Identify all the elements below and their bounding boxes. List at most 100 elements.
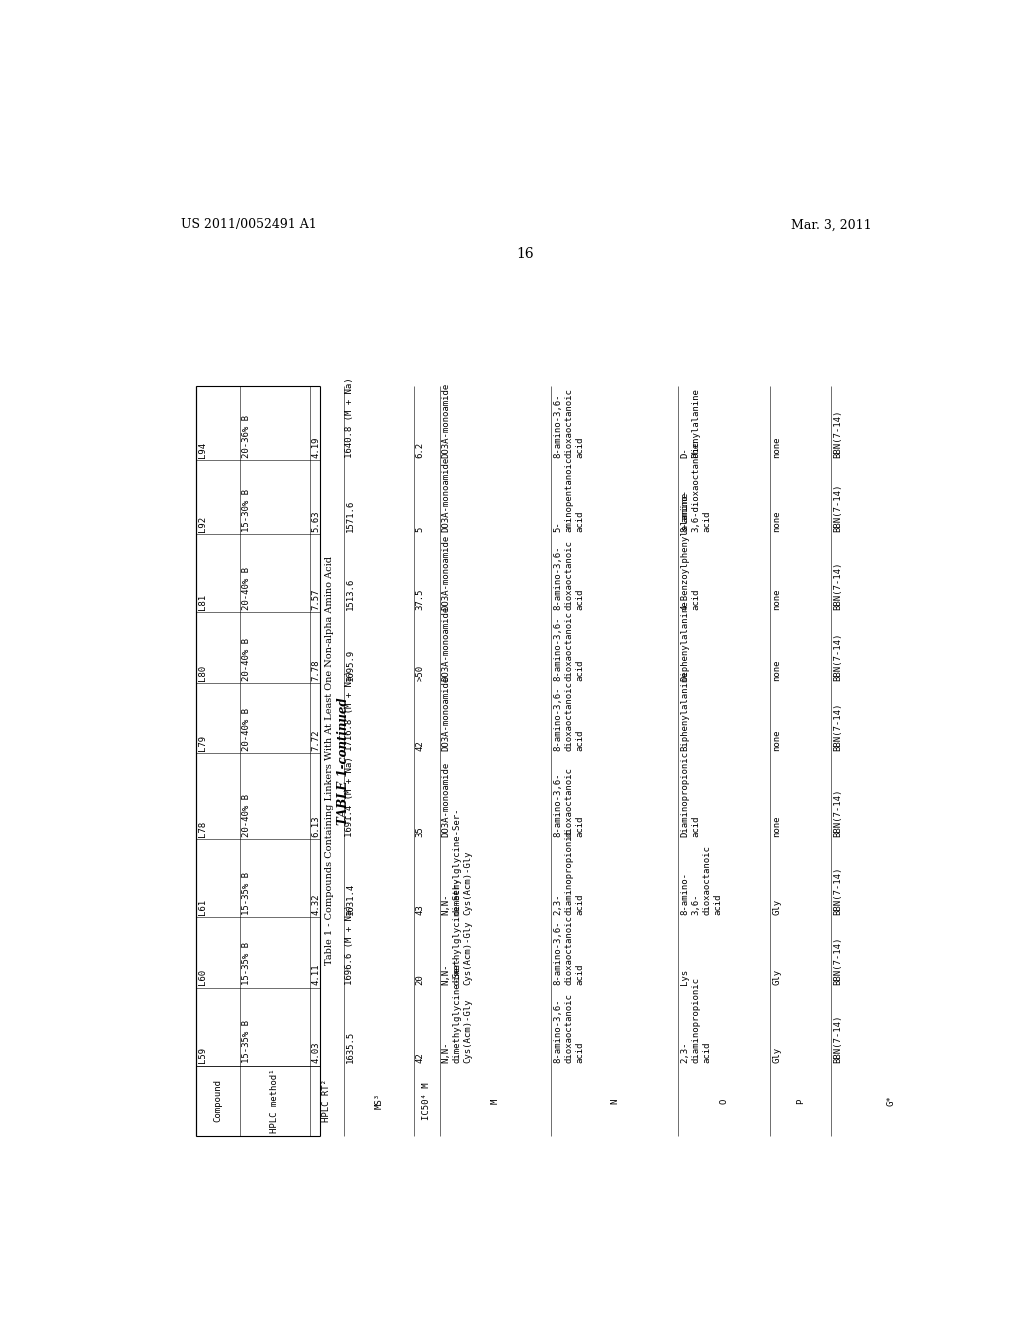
Text: 37.5: 37.5	[416, 589, 425, 610]
Text: Diaminopropionic
acid: Diaminopropionic acid	[680, 751, 700, 837]
Text: 8-amino-
3,6-
dioxaoctanoic
acid: 8-amino- 3,6- dioxaoctanoic acid	[680, 845, 723, 915]
Text: BBN(7-14): BBN(7-14)	[833, 1015, 842, 1064]
Text: 20-40% B: 20-40% B	[242, 793, 251, 837]
Text: 1635.5: 1635.5	[345, 1031, 354, 1064]
Text: Gly: Gly	[772, 969, 781, 985]
Text: 35: 35	[416, 826, 425, 837]
Text: 20-40% B: 20-40% B	[242, 638, 251, 681]
Text: HPLC method¹: HPLC method¹	[270, 1069, 280, 1134]
Text: 7.78: 7.78	[311, 659, 321, 681]
Text: DO3A-monoamide: DO3A-monoamide	[441, 535, 451, 610]
Text: BBN(7-14): BBN(7-14)	[833, 632, 842, 681]
Text: Biphenylalanine: Biphenylalanine	[680, 671, 689, 751]
Text: 4.32: 4.32	[311, 894, 321, 915]
Text: 8-amino-3,6-
dioxaoctanoic
acid: 8-amino-3,6- dioxaoctanoic acid	[553, 767, 585, 837]
Text: P: P	[797, 1098, 805, 1104]
Text: L59: L59	[198, 1047, 207, 1064]
Text: 15-35% B: 15-35% B	[242, 942, 251, 985]
Text: TABLE 1-continued: TABLE 1-continued	[337, 697, 349, 825]
Text: L79: L79	[198, 735, 207, 751]
Text: Table 1 - Compounds Containing Linkers With At Least One Non-alpha Amino Acid: Table 1 - Compounds Containing Linkers W…	[326, 557, 334, 965]
Text: N,N-
dimethylglycine-Ser-
Cys(Acm)-Gly: N,N- dimethylglycine-Ser- Cys(Acm)-Gly	[441, 878, 473, 985]
Text: 8-amino-3,6-
dioxaoctanoic
acid: 8-amino-3,6- dioxaoctanoic acid	[553, 540, 585, 610]
Text: DO3A-monoamide: DO3A-monoamide	[441, 457, 451, 532]
Text: 2,3-
diaminopropionic
acid: 2,3- diaminopropionic acid	[680, 977, 712, 1064]
Text: 42: 42	[416, 1052, 425, 1064]
Text: 1631.4: 1631.4	[345, 883, 354, 915]
Text: DO3A-monoamide: DO3A-monoamide	[441, 676, 451, 751]
Text: 8-amino-3,6-
dioxaoctanoic
acid: 8-amino-3,6- dioxaoctanoic acid	[553, 611, 585, 681]
Text: L81: L81	[198, 594, 207, 610]
Text: N,N-
dimethylglycine-Ser-
Cys(Acm)-Gly: N,N- dimethylglycine-Ser- Cys(Acm)-Gly	[441, 808, 473, 915]
Text: 8-amino-
3,6-dioxaoctanoic
acid: 8-amino- 3,6-dioxaoctanoic acid	[680, 441, 712, 532]
Text: DO3A-monoamide: DO3A-monoamide	[441, 606, 451, 681]
Text: BBN(7-14): BBN(7-14)	[833, 561, 842, 610]
Text: BBN(7-14): BBN(7-14)	[833, 409, 842, 458]
Text: none: none	[772, 436, 781, 458]
Text: L80: L80	[198, 664, 207, 681]
Text: none: none	[772, 511, 781, 532]
Text: 1691.4 (M + Na): 1691.4 (M + Na)	[345, 756, 354, 837]
Text: 43: 43	[416, 904, 425, 915]
Text: BBN(7-14): BBN(7-14)	[833, 483, 842, 532]
Text: Lys: Lys	[680, 969, 689, 985]
Text: 8-amino-3,6-
dioxaoctanoic
acid: 8-amino-3,6- dioxaoctanoic acid	[553, 916, 585, 985]
Text: none: none	[772, 659, 781, 681]
Text: N,N-
dimethylglycine-Ser-
Cys(Acm)-Gly: N,N- dimethylglycine-Ser- Cys(Acm)-Gly	[441, 956, 473, 1064]
Text: 20: 20	[416, 974, 425, 985]
Text: Gly: Gly	[772, 899, 781, 915]
Text: BBN(7-14): BBN(7-14)	[833, 937, 842, 985]
Text: 8-amino-3,6-
dioxaoctanoic
acid: 8-amino-3,6- dioxaoctanoic acid	[553, 994, 585, 1064]
Text: Diphenylalanine: Diphenylalanine	[680, 601, 689, 681]
Text: none: none	[772, 816, 781, 837]
Text: Gly: Gly	[772, 1047, 781, 1064]
Text: 42: 42	[416, 741, 425, 751]
Text: BBN(7-14): BBN(7-14)	[833, 788, 842, 837]
Text: 6.13: 6.13	[311, 816, 321, 837]
Text: BBN(7-14): BBN(7-14)	[833, 702, 842, 751]
Text: >50: >50	[416, 664, 425, 681]
Text: 20-40% B: 20-40% B	[242, 709, 251, 751]
Text: DO3A-monoamide: DO3A-monoamide	[441, 762, 451, 837]
Text: 4-Benzoylphenylalanine
acid: 4-Benzoylphenylalanine acid	[680, 492, 700, 610]
Text: 16: 16	[516, 247, 534, 261]
Text: 20-40% B: 20-40% B	[242, 568, 251, 610]
Text: 5-
aminopentanoic
acid: 5- aminopentanoic acid	[553, 457, 585, 532]
Text: BBN(7-14): BBN(7-14)	[833, 866, 842, 915]
Text: 1513.6: 1513.6	[345, 578, 354, 610]
Text: L78: L78	[198, 821, 207, 837]
Text: 1640.8 (M + Na): 1640.8 (M + Na)	[345, 378, 354, 458]
Text: L92: L92	[198, 516, 207, 532]
Text: L60: L60	[198, 969, 207, 985]
Text: 6.2: 6.2	[416, 441, 425, 458]
Text: N: N	[610, 1098, 620, 1104]
Text: 7.72: 7.72	[311, 730, 321, 751]
Text: HPLC RT²: HPLC RT²	[322, 1080, 331, 1122]
Text: DO3A-monoamide: DO3A-monoamide	[441, 383, 451, 458]
Text: none: none	[772, 589, 781, 610]
Text: MS³: MS³	[374, 1093, 383, 1109]
Text: 8-amino-3,6-
dioxaoctanoic
acid: 8-amino-3,6- dioxaoctanoic acid	[553, 388, 585, 458]
Text: L61: L61	[198, 899, 207, 915]
Text: 7.57: 7.57	[311, 589, 321, 610]
Text: 1695.9: 1695.9	[345, 648, 354, 681]
Text: 4.19: 4.19	[311, 436, 321, 458]
Text: 15-30% B: 15-30% B	[242, 488, 251, 532]
Text: Compound: Compound	[214, 1080, 222, 1122]
Text: Mar. 3, 2011: Mar. 3, 2011	[792, 218, 872, 231]
Text: 1716.8 (M + Na): 1716.8 (M + Na)	[345, 671, 354, 751]
Text: 5.63: 5.63	[311, 511, 321, 532]
Text: O: O	[720, 1098, 729, 1104]
Text: 5: 5	[416, 527, 425, 532]
Text: D-
Phenylalanine: D- Phenylalanine	[680, 388, 700, 458]
Text: 4.11: 4.11	[311, 964, 321, 985]
Text: 4.03: 4.03	[311, 1041, 321, 1064]
Text: 20-36% B: 20-36% B	[242, 414, 251, 458]
Text: G*: G*	[887, 1096, 896, 1106]
Text: 2,3-
diaminopropionic
acid: 2,3- diaminopropionic acid	[553, 829, 585, 915]
Text: IC50⁴ M: IC50⁴ M	[422, 1082, 431, 1119]
Text: L94: L94	[198, 441, 207, 458]
Text: none: none	[772, 730, 781, 751]
Text: US 2011/0052491 A1: US 2011/0052491 A1	[180, 218, 316, 231]
Text: 8-amino-3,6-
dioxaoctanoic
acid: 8-amino-3,6- dioxaoctanoic acid	[553, 681, 585, 751]
